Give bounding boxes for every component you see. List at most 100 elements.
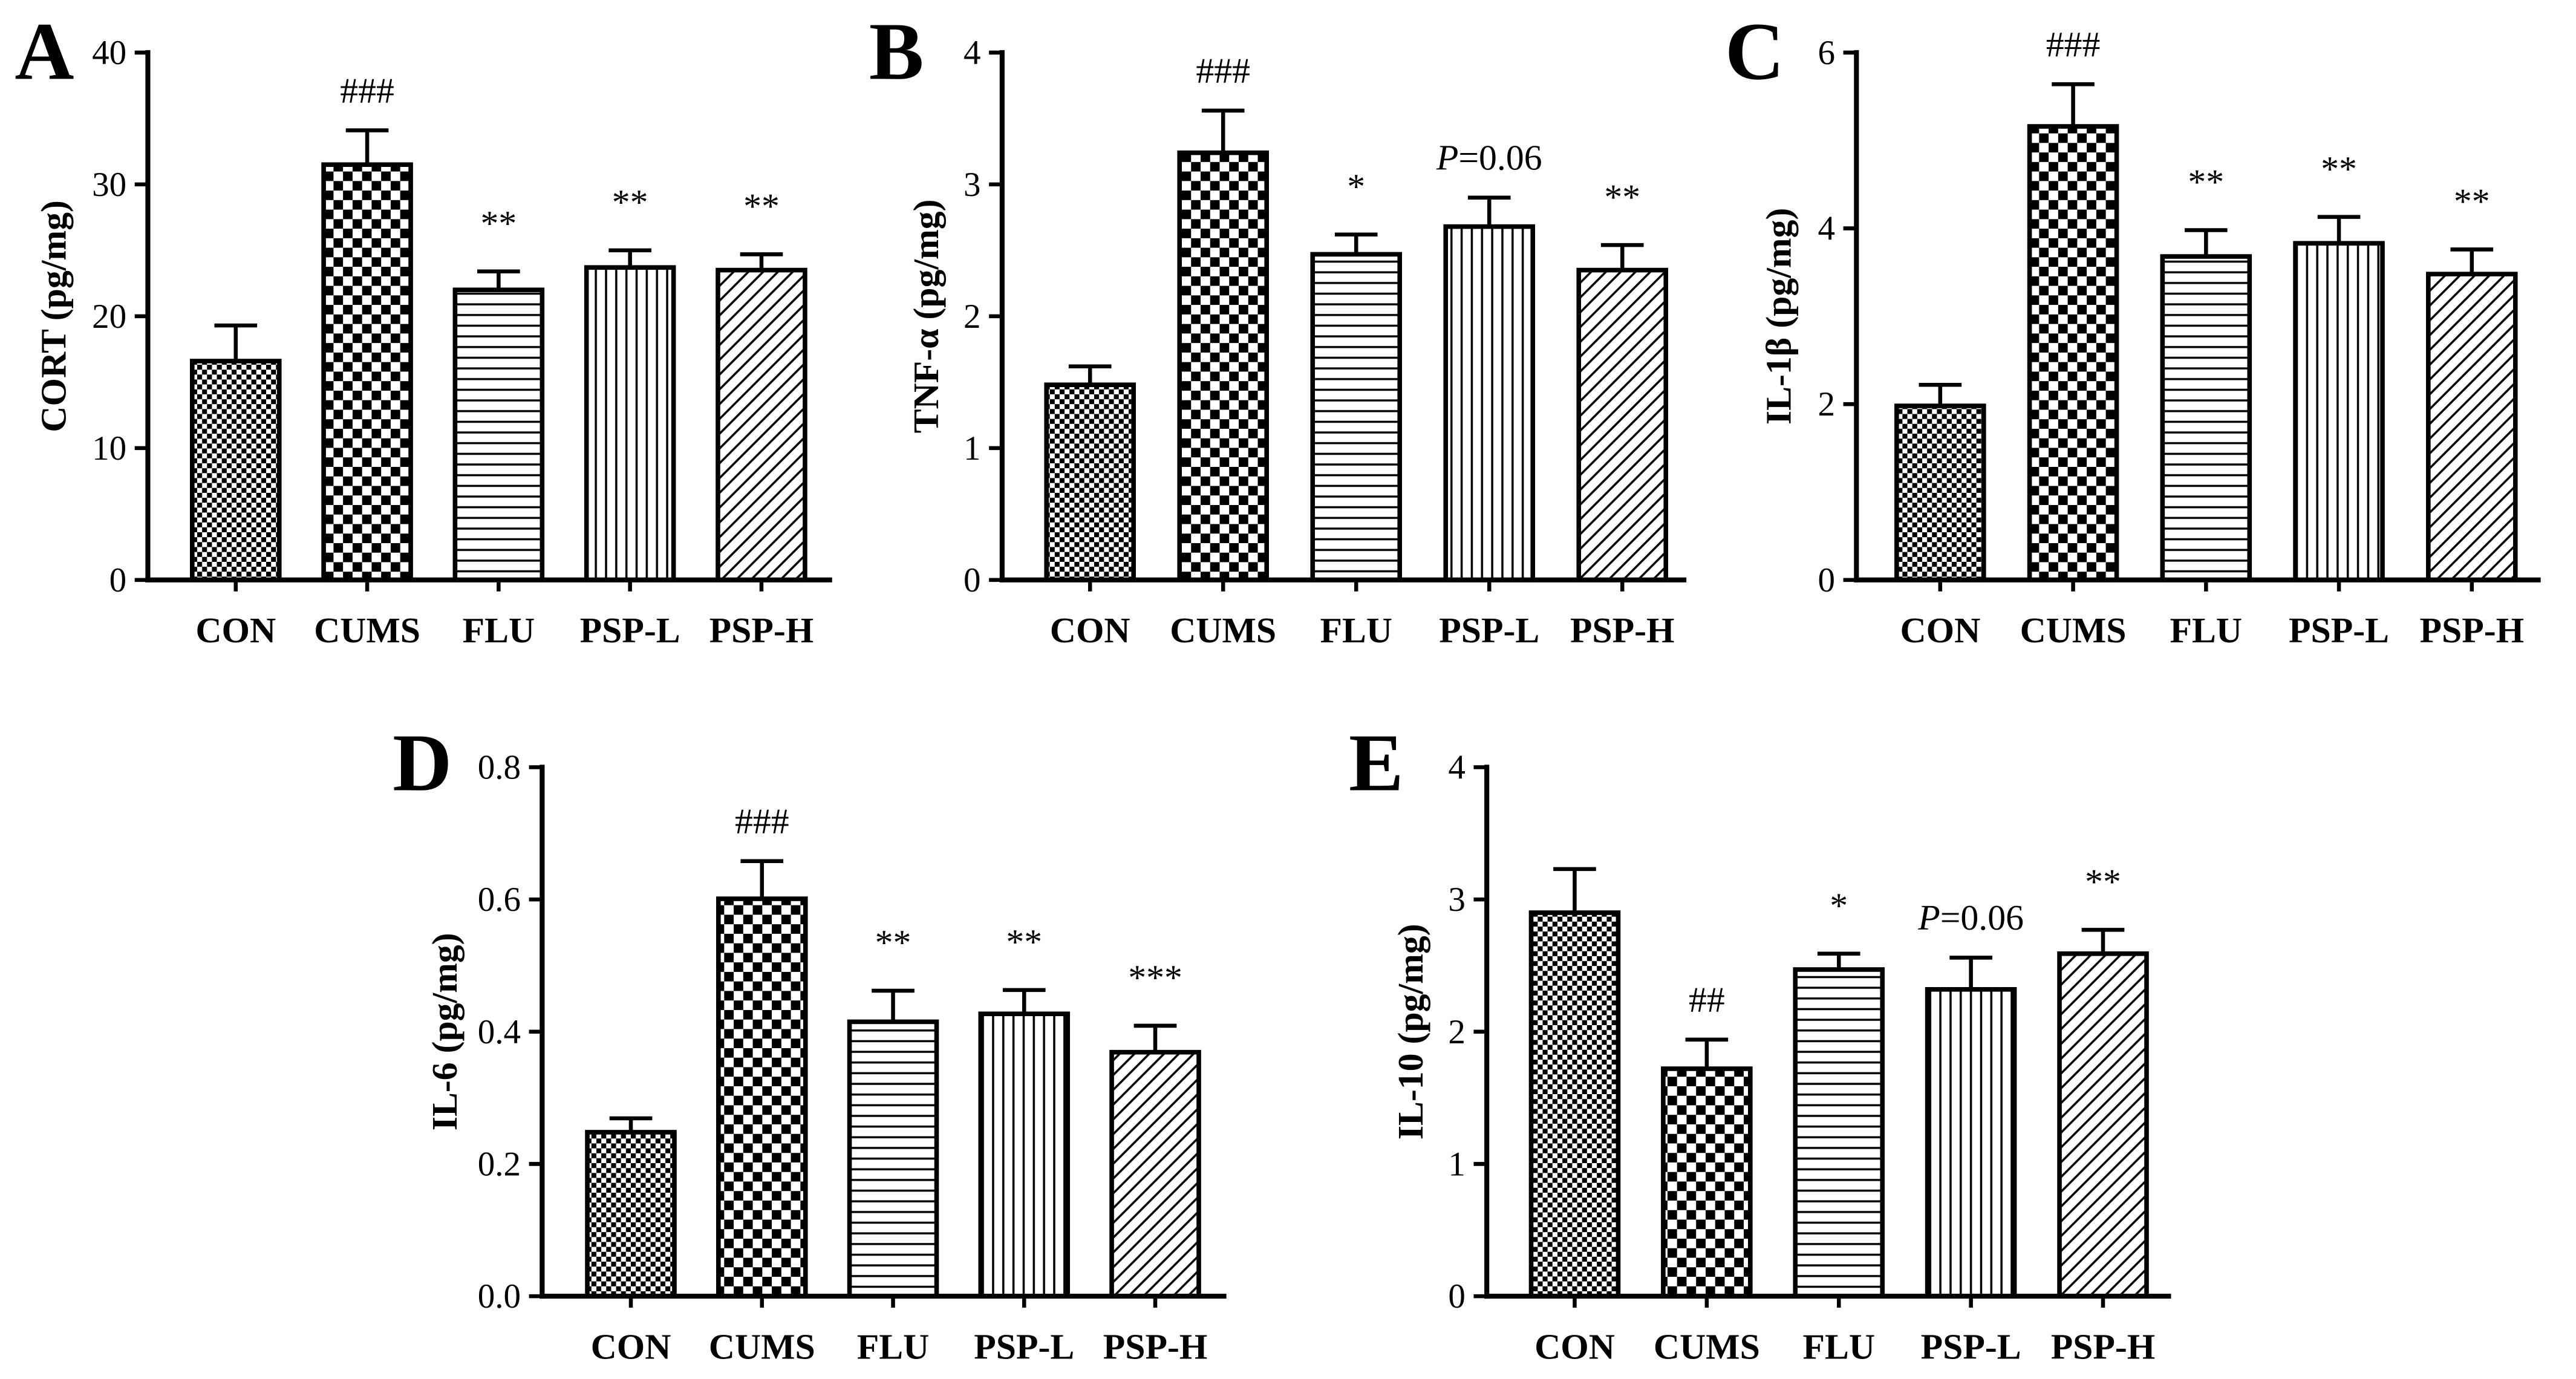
y-tick-label: 0.4 bbox=[478, 1013, 521, 1051]
axes: 0 2 4 6 bbox=[1818, 34, 2541, 599]
bar-con bbox=[1894, 403, 1986, 582]
significance-label: ### bbox=[340, 70, 394, 110]
x-tick-label: FLU bbox=[1320, 610, 1392, 650]
bar-con bbox=[1528, 910, 1621, 1299]
bar-cums bbox=[321, 162, 413, 582]
p-value: =0.06 bbox=[1940, 898, 2024, 937]
y-tick-label: 0 bbox=[109, 561, 127, 599]
bar-con bbox=[1044, 382, 1136, 582]
x-tick-label: CON bbox=[195, 610, 276, 650]
bar-psp-l bbox=[978, 1011, 1071, 1299]
x-tick-label: CON bbox=[591, 1326, 671, 1366]
bar-cums bbox=[1177, 150, 1269, 582]
y-tick-label: 20 bbox=[92, 298, 126, 336]
x-tick-label: CUMS bbox=[1654, 1326, 1760, 1366]
axes: 0 10 20 30 40 bbox=[92, 34, 832, 599]
bar-flu bbox=[2160, 254, 2252, 582]
significance-label: ** bbox=[612, 182, 648, 222]
significance-label: ### bbox=[1196, 51, 1250, 91]
bar-psp-l bbox=[2293, 241, 2385, 582]
bar-con bbox=[585, 1130, 677, 1299]
y-tick-label: 0 bbox=[1818, 561, 1835, 599]
y-tick-label: 4 bbox=[964, 34, 981, 72]
x-tick-label: PSP-H bbox=[1103, 1326, 1208, 1366]
x-tick-label: PSP-H bbox=[709, 610, 814, 650]
error-bar-con bbox=[1919, 382, 1962, 406]
bar-cums bbox=[1661, 1066, 1753, 1299]
x-tick-labels: CON CUMS FLU PSP-L PSP-H bbox=[1900, 610, 2524, 650]
significance-label: ** bbox=[1604, 177, 1640, 217]
bar-psp-h bbox=[716, 267, 807, 582]
y-tick-label: 0.0 bbox=[478, 1277, 521, 1315]
error-bar-flu bbox=[2185, 228, 2228, 257]
significance-label: ** bbox=[480, 203, 517, 243]
significance-labels: ### ** ** ** bbox=[2046, 24, 2490, 221]
x-tick-label: PSP-H bbox=[2051, 1326, 2156, 1366]
bar-cums bbox=[716, 896, 808, 1299]
y-tick-label: 0.2 bbox=[478, 1145, 521, 1183]
bars bbox=[189, 128, 807, 582]
error-bar-psp-l bbox=[1002, 988, 1046, 1014]
significance-label: ** bbox=[2454, 181, 2490, 221]
significance-label: ** bbox=[2085, 862, 2121, 902]
significance-labels: ## * P=0.06 ** bbox=[1689, 862, 2121, 1020]
error-bar-psp-h bbox=[1133, 1023, 1177, 1052]
x-tick-label: PSP-L bbox=[974, 1326, 1074, 1366]
error-bar-cums bbox=[1685, 1037, 1729, 1069]
y-tick-label: 2 bbox=[964, 298, 981, 336]
panel-letter: D bbox=[393, 718, 452, 809]
y-tick-label: 0 bbox=[1448, 1277, 1466, 1315]
bar-psp-h bbox=[1109, 1049, 1201, 1299]
y-tick-label: 0.8 bbox=[478, 748, 521, 786]
y-tick-label: 6 bbox=[1818, 34, 1835, 72]
bar-con bbox=[189, 359, 282, 582]
x-tick-label: PSP-L bbox=[580, 610, 680, 650]
significance-labels: ### ** ** ** bbox=[340, 70, 780, 243]
p-symbol: P bbox=[1917, 898, 1940, 937]
y-axis-title: IL-1β (pg/mg) bbox=[1759, 208, 1799, 425]
x-tick-labels: CON CUMS FLU PSP-L PSP-H bbox=[591, 1326, 1208, 1366]
y-axis-title: IL-10 (pg/mg) bbox=[1391, 924, 1430, 1139]
bars bbox=[585, 859, 1201, 1299]
panel-e: E IL-10 (pg/mg) CON CUMS FLU PSP-L PSP-H ## * P=0… bbox=[1349, 718, 2171, 1366]
error-bar-psp-l bbox=[608, 248, 651, 268]
error-bar-cums bbox=[345, 128, 389, 165]
panel-a: A CORT (pg/mg) CON CUMS FLU PSP-L PSP-H ### ** **… bbox=[15, 6, 832, 650]
panel-b: B TNF-α (pg/mg) CON CUMS FLU PSP-L PSP-H ### * P=… bbox=[869, 6, 1687, 650]
p-symbol: P bbox=[1436, 138, 1459, 178]
x-tick-label: PSP-L bbox=[1921, 1326, 2021, 1366]
y-tick-label: 0.6 bbox=[478, 881, 521, 919]
significance-label: ## bbox=[1689, 980, 1725, 1020]
y-tick-label: 3 bbox=[1448, 881, 1466, 919]
panel-c: C IL-1β (pg/mg) CON CUMS FLU PSP-L PSP-H ### ** *… bbox=[1725, 6, 2541, 650]
significance-label: ### bbox=[2046, 24, 2101, 64]
y-tick-label: 4 bbox=[1448, 748, 1466, 786]
y-tick-label: 0 bbox=[964, 561, 981, 599]
error-bar-cums bbox=[2052, 82, 2095, 126]
error-bar-psp-l bbox=[1949, 956, 1992, 989]
y-tick-label: 4 bbox=[1818, 210, 1835, 248]
x-tick-label: PSP-L bbox=[1439, 610, 1539, 650]
error-bar-flu bbox=[872, 988, 915, 1022]
panel-d: DIL-6 (pg/mg)CON CUMS FLU PSP-L PSP-H###** **… bbox=[393, 718, 1227, 1366]
bar-psp-l bbox=[1443, 224, 1536, 582]
y-tick-label: 1 bbox=[1448, 1145, 1466, 1183]
bar-flu bbox=[452, 287, 545, 582]
y-tick-label: 2 bbox=[1818, 385, 1835, 423]
error-bar-flu bbox=[1817, 951, 1860, 970]
error-bar-psp-l bbox=[1467, 195, 1511, 227]
y-tick-label: 3 bbox=[964, 166, 981, 204]
x-tick-label: CON bbox=[1534, 1326, 1615, 1366]
error-bar-cums bbox=[740, 859, 784, 899]
x-tick-label: PSP-L bbox=[2289, 610, 2389, 650]
error-bar-psp-h bbox=[2081, 928, 2125, 954]
y-tick-label: 10 bbox=[92, 429, 126, 468]
y-tick-label: 2 bbox=[1448, 1013, 1466, 1051]
significance-label: *** bbox=[1128, 957, 1182, 997]
significance-label: P=0.06 bbox=[1917, 898, 2024, 937]
error-bar-psp-l bbox=[2317, 215, 2361, 244]
significance-label: ** bbox=[743, 186, 780, 226]
significance-label: ** bbox=[2188, 162, 2224, 202]
y-axis-title: IL-6 (pg/mg) bbox=[425, 933, 465, 1130]
x-tick-labels: CON CUMS FLU PSP-L PSP-H bbox=[1050, 610, 1675, 650]
